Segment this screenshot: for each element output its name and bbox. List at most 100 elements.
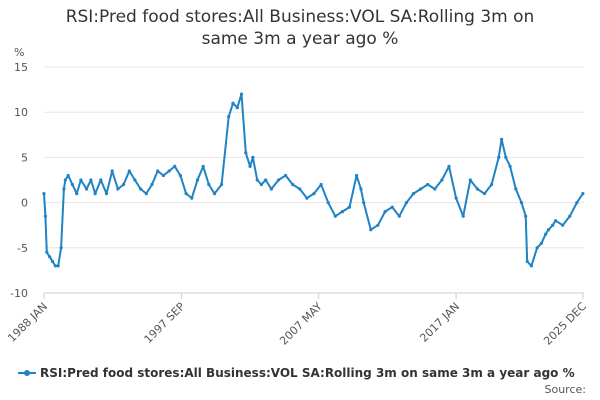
- data-point: [59, 246, 63, 250]
- data-point: [535, 246, 539, 250]
- x-tick-label: 2025 DEC: [541, 300, 589, 348]
- data-point: [212, 192, 217, 196]
- data-point: [201, 164, 205, 168]
- data-point: [133, 178, 137, 182]
- data-point: [500, 137, 504, 141]
- data-point: [190, 196, 194, 200]
- data-point: [454, 196, 458, 200]
- chart-title-line-1: RSI:Pred food stores:All Business:VOL SA…: [65, 7, 535, 27]
- data-point: [376, 223, 380, 227]
- data-point: [53, 264, 58, 268]
- data-point: [93, 192, 97, 196]
- data-point: [235, 106, 239, 110]
- data-point: [264, 178, 268, 182]
- chart-legend[interactable]: RSI:Pred food stores:All Business:VOL SA…: [18, 366, 575, 380]
- data-point: [66, 173, 70, 178]
- data-point: [251, 155, 255, 159]
- data-point: [447, 164, 451, 168]
- data-point: [340, 210, 344, 214]
- data-point: [269, 187, 273, 191]
- data-point: [490, 182, 494, 187]
- data-point: [70, 182, 74, 187]
- data-point: [43, 214, 48, 218]
- data-point: [347, 205, 352, 209]
- data-point: [359, 187, 363, 191]
- data-point: [326, 201, 330, 205]
- data-point: [50, 259, 55, 263]
- data-point: [139, 187, 143, 191]
- data-point: [539, 241, 544, 245]
- data-point: [167, 169, 171, 173]
- data-point: [178, 173, 182, 178]
- data-point: [62, 187, 66, 191]
- y-tick-label: 15: [14, 61, 28, 74]
- data-point: [482, 192, 487, 196]
- data-point: [525, 259, 529, 263]
- data-point: [63, 178, 67, 182]
- data-point: [440, 178, 444, 182]
- data-point: [195, 178, 200, 182]
- data-point: [551, 223, 555, 227]
- data-point: [497, 155, 501, 159]
- legend-series-label: RSI:Pred food stores:All Business:VOL SA…: [40, 366, 575, 380]
- y-tick-label: 10: [14, 106, 28, 119]
- data-point: [519, 201, 524, 205]
- data-point: [504, 155, 508, 159]
- data-point: [231, 101, 235, 105]
- data-point: [89, 178, 93, 182]
- data-point: [259, 182, 263, 187]
- data-point: [298, 187, 302, 191]
- data-point: [419, 187, 423, 191]
- data-point: [85, 187, 89, 191]
- data-point: [255, 178, 259, 182]
- data-point: [362, 201, 366, 205]
- data-point: [568, 214, 572, 218]
- data-point: [581, 192, 585, 196]
- data-point: [244, 151, 248, 155]
- data-point: [75, 192, 79, 196]
- data-point: [104, 192, 109, 196]
- data-point: [411, 192, 416, 196]
- data-point: [127, 169, 131, 173]
- y-tick-label: -10: [10, 287, 28, 300]
- series-line: [43, 93, 584, 267]
- data-point: [561, 223, 565, 227]
- data-point: [333, 214, 337, 218]
- data-point: [42, 192, 46, 196]
- data-point: [227, 115, 231, 119]
- data-point: [355, 173, 359, 178]
- data-point: [99, 178, 103, 182]
- x-tick-label: 1988 JAN: [5, 300, 50, 345]
- legend-series-marker-icon: [18, 367, 36, 379]
- data-point: [397, 214, 401, 218]
- data-point: [184, 192, 188, 196]
- y-tick-label: 0: [21, 197, 28, 210]
- data-point: [546, 228, 551, 232]
- data-point: [276, 178, 281, 182]
- data-point: [461, 214, 465, 218]
- data-point: [312, 192, 316, 196]
- data-point: [554, 219, 558, 223]
- x-tick-label: 2007 MAY: [277, 300, 325, 348]
- data-point: [48, 255, 52, 259]
- source-label: Source:: [544, 383, 587, 396]
- chart-title: RSI:Pred food stores:All Business:VOL SA…: [0, 6, 600, 50]
- data-point: [144, 192, 148, 196]
- data-point: [514, 187, 518, 191]
- data-point: [383, 210, 387, 214]
- data-point: [404, 201, 408, 205]
- data-point: [220, 182, 224, 187]
- data-point: [110, 169, 114, 173]
- data-point: [390, 205, 394, 209]
- data-point: [544, 232, 548, 236]
- data-point: [319, 182, 323, 187]
- data-point: [475, 187, 479, 191]
- data-point: [45, 250, 49, 254]
- x-tick-label: 2017 JAN: [417, 300, 462, 345]
- data-point: [248, 164, 252, 168]
- data-point: [122, 182, 126, 187]
- data-point: [291, 182, 295, 187]
- y-axis-unit-label: %: [14, 46, 24, 59]
- y-tick-label: -5: [17, 242, 28, 255]
